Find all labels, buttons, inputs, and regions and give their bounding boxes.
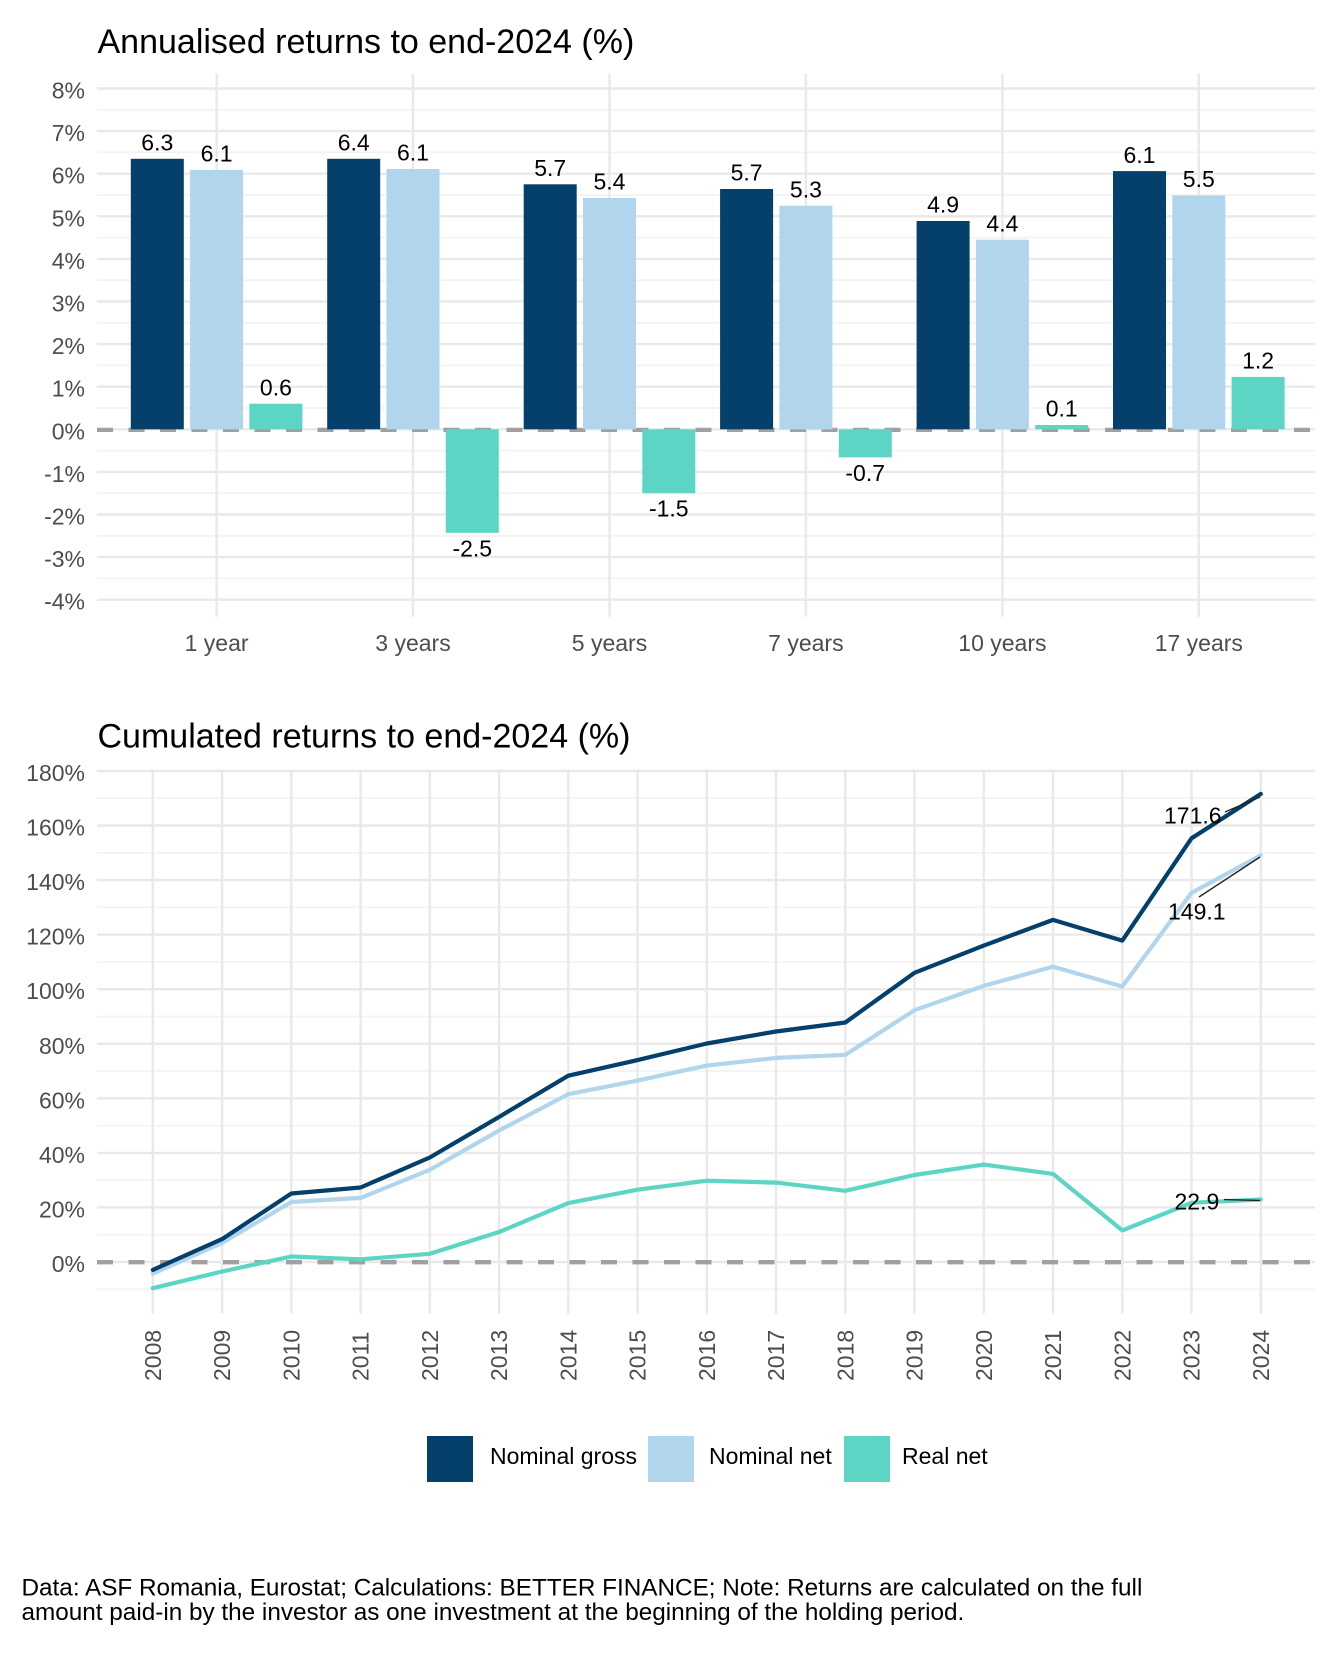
svg-text:6%: 6% (52, 163, 85, 189)
svg-text:2022: 2022 (1109, 1330, 1135, 1381)
svg-text:-1%: -1% (44, 461, 85, 487)
svg-text:2009: 2009 (209, 1330, 235, 1381)
svg-text:Data: ASF Romania, Eurostat; C: Data: ASF Romania, Eurostat; Calculation… (22, 1574, 1143, 1601)
svg-text:4%: 4% (52, 248, 85, 274)
svg-text:2011: 2011 (348, 1332, 374, 1381)
svg-text:1 year: 1 year (185, 630, 249, 656)
svg-text:6.3: 6.3 (141, 130, 173, 156)
svg-text:-4%: -4% (44, 589, 85, 615)
svg-text:Cumulated returns to end-2024: Cumulated returns to end-2024 (%) (98, 717, 631, 755)
svg-text:4.9: 4.9 (927, 192, 959, 218)
svg-text:-1.5: -1.5 (649, 496, 689, 522)
svg-text:8%: 8% (52, 78, 85, 104)
svg-text:149.1: 149.1 (1168, 899, 1226, 925)
svg-text:5.7: 5.7 (731, 160, 763, 186)
svg-text:2010: 2010 (278, 1330, 304, 1381)
svg-text:1%: 1% (52, 376, 85, 402)
svg-text:-2%: -2% (44, 504, 85, 530)
svg-text:3%: 3% (52, 291, 85, 317)
svg-text:amount paid-in by the investor: amount paid-in by the investor as one in… (22, 1599, 965, 1626)
svg-text:Nominal net: Nominal net (709, 1443, 832, 1469)
svg-text:6.1: 6.1 (397, 140, 429, 166)
svg-text:2020: 2020 (971, 1330, 997, 1381)
svg-text:2018: 2018 (832, 1330, 858, 1381)
svg-text:Real net: Real net (902, 1443, 988, 1469)
svg-text:6.1: 6.1 (1124, 142, 1156, 168)
svg-text:2016: 2016 (694, 1330, 720, 1381)
svg-text:171.6: 171.6 (1164, 803, 1222, 829)
svg-text:0.6: 0.6 (260, 374, 292, 400)
svg-text:160%: 160% (26, 815, 85, 841)
svg-text:5.4: 5.4 (594, 169, 626, 195)
svg-text:2%: 2% (52, 333, 85, 359)
svg-text:5.7: 5.7 (534, 155, 566, 181)
svg-text:1.2: 1.2 (1242, 348, 1274, 374)
svg-text:80%: 80% (39, 1033, 85, 1059)
svg-text:2012: 2012 (417, 1330, 443, 1381)
svg-text:5.5: 5.5 (1183, 166, 1215, 192)
svg-text:2021: 2021 (1040, 1330, 1066, 1381)
svg-text:120%: 120% (26, 924, 85, 950)
svg-text:17 years: 17 years (1155, 630, 1243, 656)
svg-text:5.3: 5.3 (790, 176, 822, 202)
svg-text:0.1: 0.1 (1046, 396, 1078, 422)
svg-text:2013: 2013 (486, 1330, 512, 1381)
svg-text:140%: 140% (26, 869, 85, 895)
svg-text:-0.7: -0.7 (845, 460, 885, 486)
svg-text:-2.5: -2.5 (452, 535, 492, 561)
svg-text:7%: 7% (52, 120, 85, 146)
svg-text:7 years: 7 years (768, 630, 843, 656)
svg-text:0%: 0% (52, 1251, 85, 1277)
svg-text:0%: 0% (52, 418, 85, 444)
svg-text:2019: 2019 (902, 1330, 928, 1381)
svg-text:2023: 2023 (1179, 1330, 1205, 1381)
svg-text:20%: 20% (39, 1196, 85, 1222)
svg-text:60%: 60% (39, 1087, 85, 1113)
svg-text:Nominal gross: Nominal gross (490, 1443, 637, 1469)
svg-text:2008: 2008 (140, 1330, 166, 1381)
svg-text:-3%: -3% (44, 546, 85, 572)
svg-text:2017: 2017 (763, 1330, 789, 1381)
svg-text:40%: 40% (39, 1142, 85, 1168)
svg-text:100%: 100% (26, 978, 85, 1004)
svg-text:Annualised returns to end-2024: Annualised returns to end-2024 (%) (98, 23, 635, 61)
svg-text:4.4: 4.4 (986, 210, 1018, 236)
svg-text:10 years: 10 years (958, 630, 1046, 656)
svg-text:2024: 2024 (1248, 1330, 1274, 1381)
svg-text:6.1: 6.1 (201, 141, 233, 167)
svg-text:2015: 2015 (625, 1330, 651, 1381)
svg-text:5 years: 5 years (572, 630, 647, 656)
svg-text:3 years: 3 years (375, 630, 450, 656)
svg-text:6.4: 6.4 (338, 130, 370, 156)
svg-text:2014: 2014 (555, 1330, 581, 1381)
svg-text:22.9: 22.9 (1175, 1189, 1220, 1215)
svg-text:180%: 180% (26, 760, 85, 786)
svg-text:5%: 5% (52, 205, 85, 231)
